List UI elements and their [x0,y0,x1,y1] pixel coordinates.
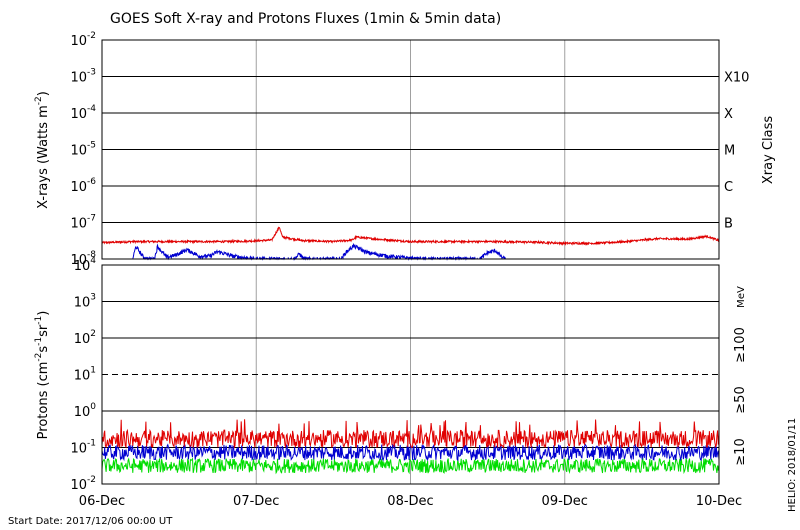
xray-y-tick-label: 10-6 [70,177,96,195]
legend-ge100: ≥100 [733,327,748,363]
xray-y-tick-label: 10-4 [70,104,96,122]
x-axis-ticks: 06-Dec 07-Dec 08-Dec 09-Dec 10-Dec [79,494,742,509]
x-tick-label: 09-Dec [542,494,588,509]
proton-y-tick-label: 102 [74,329,96,347]
proton-panel: 104 103 102 101 100 10-1 10-2 MeV ≥100 ≥50 ≥10… [34,256,748,493]
xray-class-label: B [724,217,733,232]
proton-y-tick-label: 100 [74,402,97,420]
xray-plot-frame [101,39,720,260]
chart-title: GOES Soft X-ray and Protons Fluxes (1min… [110,11,501,27]
proton-y-tick-label: 10-1 [70,439,96,457]
proton-y-tick-label: 10-2 [70,475,96,493]
xray-series-line [101,226,720,247]
xray-y-tick-label: 10-3 [70,68,96,86]
xray-class-label: X10 [724,71,749,86]
xray-y-tick-label: 10-2 [70,31,96,49]
legend-ge50: ≥50 [733,386,748,413]
x-tick-label: 07-Dec [233,494,279,509]
helio-credit: HELIO: 2018/01/11 [787,418,798,512]
xray-class-label: X [724,107,733,122]
proton-series-line [101,457,720,475]
xray-y-tick-label: 10-7 [70,214,96,232]
x-tick-label: 08-Dec [387,494,433,509]
xray-y-tick-label: 10-8 [70,250,96,268]
xray-series-line [132,242,507,261]
xray-class-axis-title: Xray Class [761,116,776,184]
start-date-label: Start Date: 2017/12/06 00:00 UT [8,516,173,527]
xray-class-label: M [724,144,735,159]
legend-ge10: ≥10 [733,438,748,465]
x-tick-label: 06-Dec [79,494,125,509]
x-tick-label: 10-Dec [696,494,742,509]
proton-series-line [101,419,720,450]
proton-y-tick-label: 104 [74,256,97,274]
xray-panel: 10-2 10-3 10-4 10-5 10-6 10-7 10-8 X10 X M C B Xra… [34,31,776,268]
proton-y-tick-label: 101 [74,366,96,384]
proton-y-tick-label: 103 [74,293,96,311]
xray-class-label: C [724,180,733,195]
xray-y-tick-label: 10-5 [70,141,96,159]
xray-y-axis-label: X-rays (Watts m-2) [34,91,51,209]
proton-unit-label: MeV [736,286,747,308]
proton-plot-frame [101,264,720,485]
proton-y-axis-label: Protons (cm-2s-1sr-1) [34,311,51,440]
